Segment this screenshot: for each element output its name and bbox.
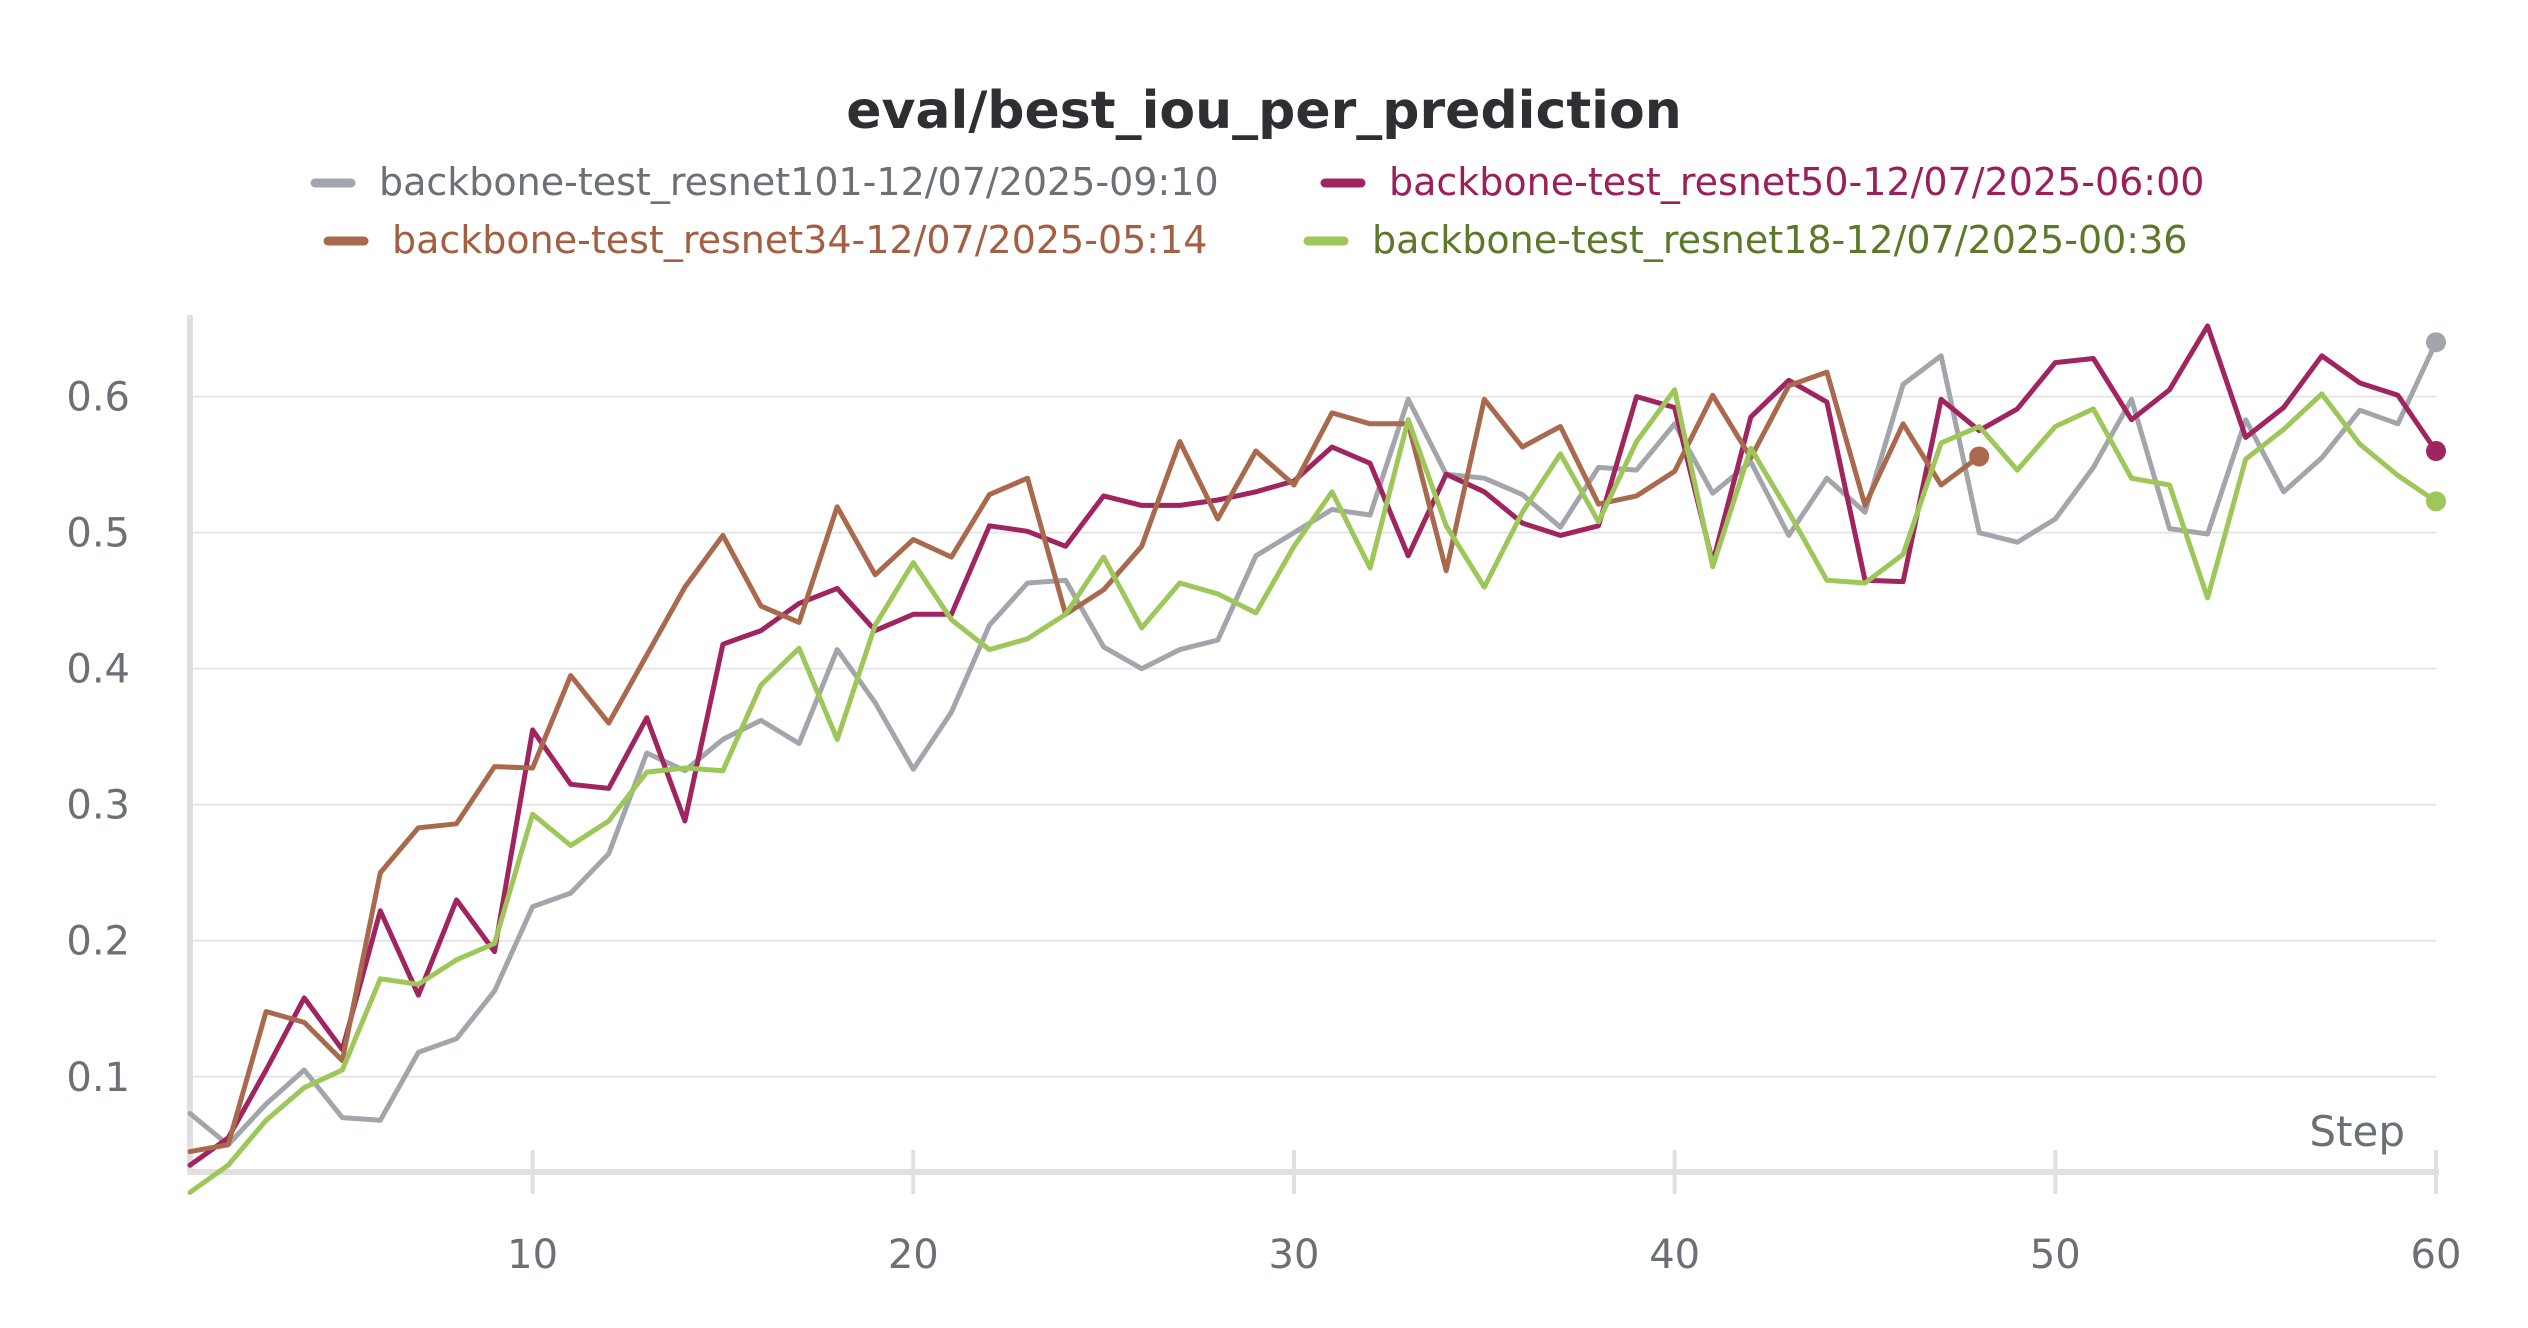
y-tick-label: 0.5: [66, 511, 130, 557]
series-end-point-2: [1969, 446, 1990, 467]
series-line-3: [187, 387, 2439, 1195]
x-tick-label: 60: [2411, 1232, 2462, 1278]
y-tick-label: 0.4: [66, 647, 130, 693]
legend-label: backbone-test_resnet50-12/07/2025-06:00: [1389, 160, 2204, 204]
chart-axes: [187, 315, 2439, 1175]
x-axis-ticks: 10 20 30 40 50 60: [507, 1150, 2461, 1278]
chart-title: eval/best_iou_per_prediction: [846, 81, 1682, 141]
x-tick-label: 10: [507, 1232, 558, 1278]
series-end-point-1: [2426, 441, 2446, 462]
legend-label: backbone-test_resnet101-12/07/2025-09:10: [379, 160, 1219, 204]
x-tick-label: 20: [888, 1232, 939, 1278]
x-tick-label: 50: [2030, 1232, 2081, 1278]
x-tick-label: 30: [1269, 1232, 1320, 1278]
x-axis-title: Step: [2309, 1107, 2405, 1156]
legend-label: backbone-test_resnet18-12/07/2025-00:36: [1372, 218, 2187, 262]
chart-legend: backbone-test_resnet101-12/07/2025-09:10…: [310, 160, 2204, 262]
series-end-point-3: [2426, 491, 2446, 512]
series-line-2: [187, 369, 1982, 1155]
x-tick-label: 40: [1649, 1232, 1700, 1278]
y-tick-label: 0.1: [66, 1055, 130, 1101]
series-end-point-0: [2426, 332, 2446, 353]
grid-lines: [190, 395, 2436, 1078]
y-tick-label: 0.2: [66, 919, 130, 965]
plot-area: [187, 323, 2446, 1195]
y-tick-label: 0.3: [66, 783, 130, 829]
series-line-1: [187, 323, 2439, 1168]
legend-label: backbone-test_resnet34-12/07/2025-05:14: [392, 218, 1207, 262]
y-tick-label: 0.6: [66, 375, 130, 421]
y-axis-ticks: 0.1 0.2 0.3 0.4 0.5 0.6: [66, 375, 130, 1101]
